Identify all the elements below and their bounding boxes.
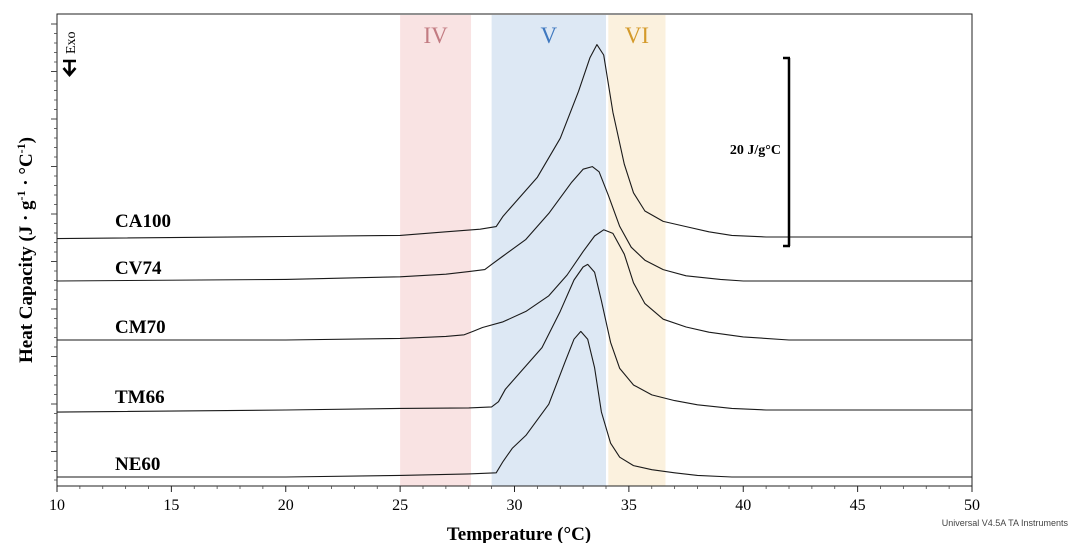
x-axis-title: Temperature (°C)	[447, 524, 591, 543]
band-iv	[400, 15, 472, 486]
software-footer: Universal V4.5A TA Instruments	[942, 518, 1068, 528]
band-labels: IV V VI	[423, 23, 649, 48]
band-v	[491, 15, 606, 486]
sample-label-cm70: CM70	[115, 317, 166, 338]
exo-label: Exo	[64, 31, 79, 54]
x-ticks: 10 15 20 25 30 35 40 45 50	[49, 486, 980, 514]
y-axis-title: Heat Capacity (J · g-1 · °C-1)	[14, 137, 37, 363]
curve-ca100	[56, 44, 972, 240]
exo-indicator: Exo	[62, 31, 79, 77]
curve-ne60	[57, 330, 972, 478]
y-minor-ticks	[51, 23, 57, 481]
curve-cm70	[57, 229, 972, 341]
sample-labels: CA100 CV74 CM70 TM66 NE60	[115, 211, 171, 475]
curve-tm66	[56, 263, 972, 413]
x-tick-label: 25	[392, 497, 408, 514]
x-tick-label: 10	[49, 497, 65, 514]
x-tick-label: 30	[507, 497, 523, 514]
sample-label-tm66: TM66	[115, 387, 165, 408]
x-tick-label: 15	[163, 497, 179, 514]
band-label-vi: VI	[625, 23, 649, 48]
curve-cv74	[56, 166, 972, 282]
sample-label-ca100: CA100	[115, 211, 171, 232]
band-vi	[608, 15, 666, 486]
x-tick-label: 35	[621, 497, 637, 514]
down-arrow-icon	[62, 59, 77, 77]
sample-label-ne60: NE60	[115, 454, 160, 475]
thermogram-curves	[56, 44, 972, 478]
x-tick-label: 20	[278, 497, 294, 514]
band-label-iv: IV	[423, 23, 448, 48]
x-tick-label: 50	[964, 497, 980, 514]
scale-bar-label: 20 J/g°C	[730, 143, 781, 158]
sample-label-cv74: CV74	[115, 258, 162, 279]
scale-bar: 20 J/g°C	[730, 56, 791, 248]
temperature-bands	[400, 15, 666, 486]
x-tick-label: 40	[735, 497, 751, 514]
x-tick-label: 45	[850, 497, 866, 514]
band-label-v: V	[541, 23, 558, 48]
